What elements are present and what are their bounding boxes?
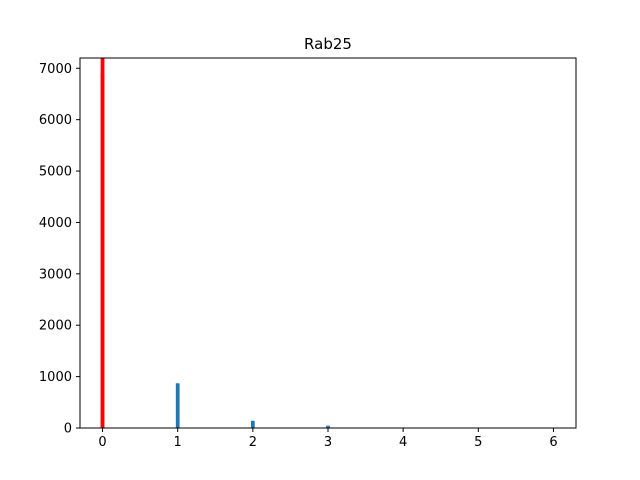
bar-series-0-x-2	[250, 420, 255, 428]
axes-group: 0 1 2 3 4 5 6 0 1000 2000 3000 4000 5000 6000 7000	[39, 62, 558, 450]
x-tick-label: 5	[474, 435, 482, 450]
y-tick-label: 5000	[39, 165, 72, 180]
y-tick-label: 3000	[39, 267, 72, 282]
chart-title: Rab25	[304, 35, 352, 53]
y-tick-label: 1000	[39, 370, 72, 385]
bars-group	[100, 58, 330, 428]
x-tick-label: 4	[399, 435, 407, 450]
y-tick-label: 7000	[39, 62, 72, 77]
bar-series-1-x-0	[100, 58, 105, 428]
bar-series-0-x-3	[326, 425, 330, 428]
y-tick-label: 2000	[39, 319, 72, 334]
bar-series-0-x-1	[175, 383, 180, 428]
x-tick-label: 1	[174, 435, 182, 450]
y-tick-label: 0	[64, 422, 72, 437]
x-tick-label: 2	[249, 435, 257, 450]
x-tick-label: 6	[549, 435, 557, 450]
x-tick-label: 3	[324, 435, 332, 450]
y-tick-label: 4000	[39, 216, 72, 231]
plot-frame	[79, 57, 577, 429]
y-tick-label: 6000	[39, 113, 72, 128]
x-tick-label: 0	[98, 435, 106, 450]
